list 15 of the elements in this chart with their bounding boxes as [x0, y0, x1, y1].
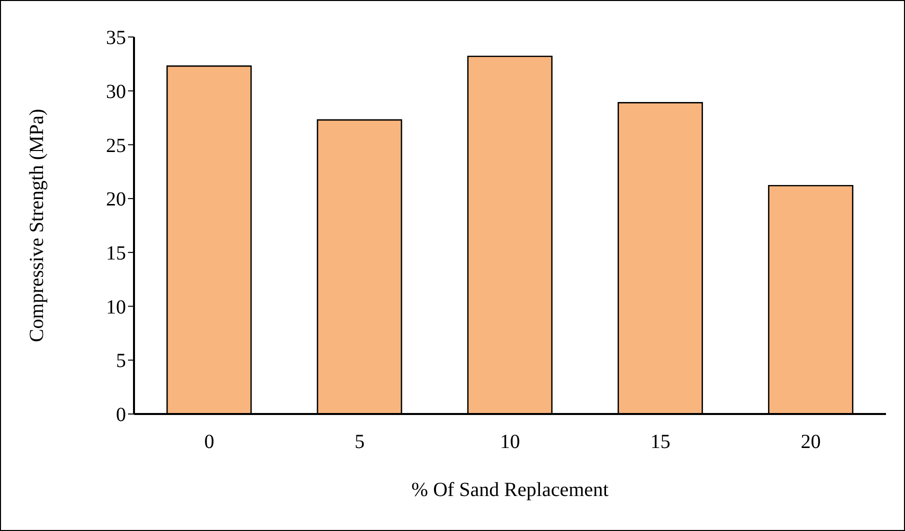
x-tick-label: 15	[650, 431, 670, 454]
x-axis-title: % Of Sand Replacement	[411, 479, 610, 501]
y-tick-label: 0	[116, 404, 126, 426]
y-axis-title: Compressive Strength (MPa)	[26, 108, 48, 342]
y-tick-label: 5	[116, 350, 126, 372]
x-tick-label: 0	[204, 431, 214, 454]
y-tick-label: 30	[106, 80, 126, 103]
y-tick-label: 35	[106, 27, 126, 50]
y-tick-label: 20	[106, 188, 126, 211]
x-tick-label: 10	[500, 431, 520, 454]
x-tick-label: 20	[800, 431, 821, 454]
y-tick-label: 25	[106, 134, 126, 157]
y-tick-label: 15	[106, 242, 126, 265]
y-tick-label: 10	[106, 296, 126, 318]
x-tick-label: 5	[354, 431, 365, 454]
